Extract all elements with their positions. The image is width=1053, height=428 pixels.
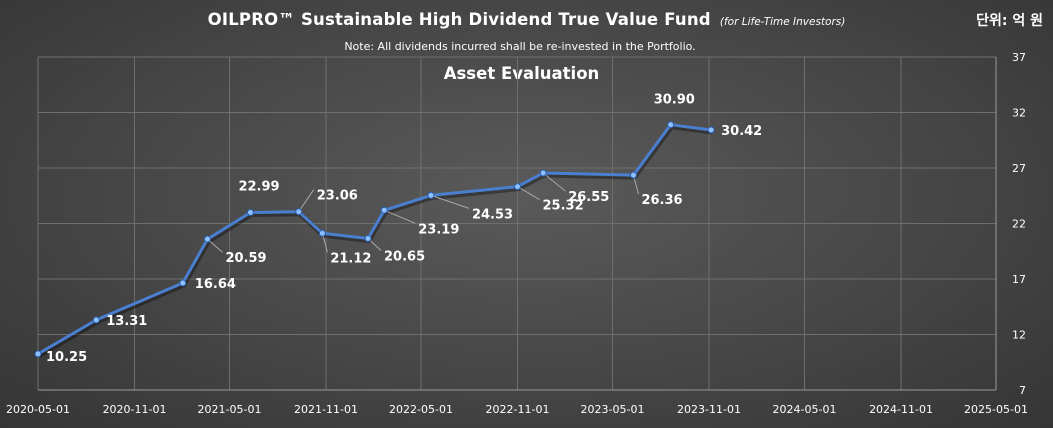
data-label: 30.42 [721,124,762,139]
x-tick-label: 2024-05-01 [773,403,837,416]
data-label: 30.90 [654,93,695,108]
y-tick-label: 17 [1012,273,1026,286]
x-tick-label: 2022-05-01 [389,403,453,416]
data-label: 23.19 [418,222,459,237]
data-point [92,316,100,324]
x-tick-label: 2021-05-01 [198,403,262,416]
data-label: 26.36 [641,193,682,208]
data-label-leader [430,194,470,209]
data-point [34,350,42,358]
x-tick-label: 2024-11-01 [869,403,933,416]
unit-label: 단위: 억 원 [976,13,1043,29]
y-tick-label: 27 [1012,162,1026,175]
x-tick-label: 2022-11-01 [486,403,550,416]
y-tick-label: 12 [1012,329,1026,342]
y-tick-label: 37 [1012,51,1026,64]
y-tick-label: 7 [1019,384,1026,397]
chart-header: OILPRO™ Sustainable High Dividend True V… [0,10,1053,29]
data-point [318,229,326,237]
x-tick-label: 2023-05-01 [581,403,645,416]
data-point [246,209,254,217]
data-label: 23.06 [317,189,358,204]
y-tick-label: 32 [1012,107,1026,120]
data-point [539,169,547,177]
data-label: 20.65 [384,249,425,264]
chart-title: Asset Evaluation [443,64,600,83]
data-point [514,183,522,191]
x-tick-label: 2020-11-01 [103,403,167,416]
x-tick-label: 2025-05-01 [964,403,1028,416]
data-label: 13.31 [106,314,147,329]
data-label: 25.32 [543,199,584,214]
data-point [380,206,388,214]
data-point [203,235,211,243]
data-label: 26.55 [568,190,609,205]
data-point [667,121,675,129]
data-label: 16.64 [195,277,236,292]
data-point [364,234,372,242]
data-label-leader [384,209,416,224]
data-point [629,171,637,179]
data-point [179,279,187,287]
data-label: 22.99 [238,180,279,195]
fund-title-tag: (for Life-Time Investors) [719,16,846,28]
data-label: 24.53 [472,207,513,222]
data-label-leader [517,186,540,201]
x-tick-label: 2020-05-01 [6,403,70,416]
data-point [295,208,303,216]
y-tick-label: 22 [1012,218,1026,231]
data-label: 20.59 [225,251,266,266]
data-label-leader [542,172,566,192]
data-label: 21.12 [330,251,371,266]
data-label: 10.25 [46,350,87,365]
x-tick-label: 2021-11-01 [294,403,358,416]
fund-title: OILPRO™ Sustainable High Dividend True V… [207,10,711,29]
x-tick-label: 2023-11-01 [677,403,741,416]
data-point [707,126,715,134]
data-point [427,191,435,199]
data-label-leader [298,189,315,212]
reinvest-note: Note: All dividends incurred shall be re… [344,40,696,53]
